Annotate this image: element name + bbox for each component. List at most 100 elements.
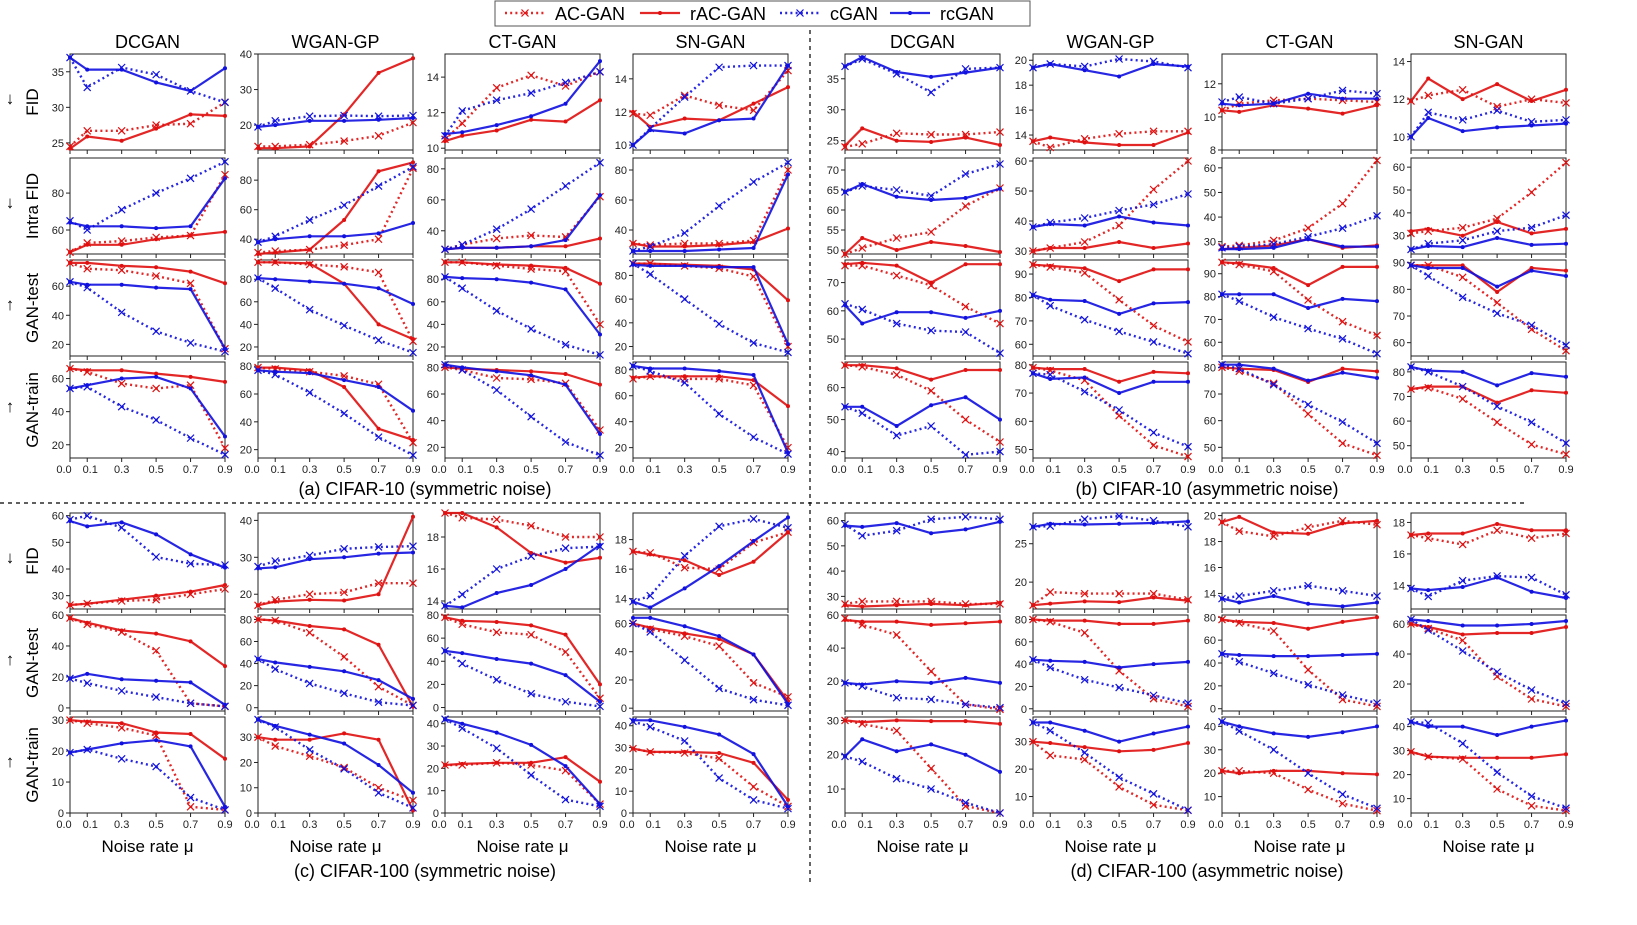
series-line-ac-gan bbox=[257, 736, 414, 802]
series-line-rac-gan bbox=[632, 747, 789, 801]
data-point-rcgan bbox=[1186, 64, 1190, 69]
data-point-rcgan bbox=[1409, 247, 1413, 252]
series-group bbox=[66, 364, 229, 459]
data-point-cgan bbox=[221, 98, 229, 107]
series-line-rac-gan bbox=[845, 364, 1000, 381]
series-line-rac-gan bbox=[844, 236, 1001, 255]
data-point-cgan bbox=[458, 106, 467, 115]
data-point-rac-gan bbox=[460, 618, 465, 623]
data-point-cgan bbox=[1269, 313, 1278, 322]
data-point-cgan bbox=[1338, 224, 1347, 233]
data-point-ac-gan bbox=[1304, 410, 1313, 418]
series-line-rcgan bbox=[444, 363, 601, 435]
data-point-rcgan bbox=[256, 276, 260, 281]
data-point-cgan bbox=[996, 160, 1004, 168]
x-tick-label: 0.7 bbox=[958, 464, 973, 476]
data-point-rcgan bbox=[188, 224, 193, 229]
series-line-rac-gan bbox=[844, 719, 1001, 725]
row-label: Intra FID bbox=[23, 173, 42, 239]
data-point-rcgan bbox=[494, 123, 499, 128]
data-point-rcgan bbox=[963, 527, 968, 532]
data-point-ac-gan bbox=[117, 723, 126, 732]
data-point-cgan bbox=[152, 416, 161, 424]
data-point-ac-gan bbox=[83, 264, 92, 273]
series-line-cgan bbox=[632, 720, 789, 810]
data-point-rac-gan bbox=[1495, 755, 1500, 760]
series-line-rcgan bbox=[632, 65, 789, 146]
y-tick-label: 60 bbox=[1015, 416, 1027, 428]
series-group bbox=[629, 361, 792, 459]
data-point-cgan bbox=[1235, 297, 1244, 306]
y-tick-label: 10 bbox=[615, 140, 627, 152]
data-point-rcgan bbox=[188, 386, 193, 391]
data-point-cgan bbox=[1080, 515, 1089, 524]
data-point-rcgan bbox=[648, 249, 653, 253]
y-tick-label: 80 bbox=[1015, 614, 1027, 626]
data-point-cgan bbox=[596, 158, 604, 167]
data-point-cgan bbox=[561, 697, 570, 706]
data-point-rcgan bbox=[443, 274, 447, 279]
data-point-ac-gan bbox=[1527, 188, 1536, 197]
data-point-rac-gan bbox=[68, 603, 72, 607]
data-point-rcgan bbox=[460, 605, 465, 610]
data-point-cgan bbox=[117, 686, 126, 695]
data-point-cgan bbox=[1235, 592, 1244, 600]
legend-sample-ac-gan bbox=[505, 9, 545, 17]
data-point-rcgan bbox=[631, 262, 635, 267]
data-point-rac-gan bbox=[963, 621, 968, 626]
data-point-rcgan bbox=[1237, 362, 1242, 367]
data-point-rcgan bbox=[843, 190, 847, 194]
data-point-rac-gan bbox=[682, 749, 687, 754]
data-point-rac-gan bbox=[929, 139, 934, 144]
data-point-cgan bbox=[492, 386, 501, 394]
data-point-rac-gan bbox=[1237, 109, 1242, 114]
data-point-ac-gan bbox=[1562, 99, 1570, 107]
y-tick-label: 40 bbox=[52, 641, 64, 653]
data-point-cgan bbox=[117, 754, 126, 763]
data-point-rcgan bbox=[223, 565, 227, 570]
plot-area bbox=[257, 512, 414, 610]
y-tick-label: 70 bbox=[1393, 311, 1405, 323]
x-tick-label: 0.3 bbox=[302, 464, 317, 476]
data-point-rcgan bbox=[1048, 521, 1053, 526]
y-tick-label: 80 bbox=[1015, 360, 1027, 372]
data-point-rac-gan bbox=[1529, 231, 1534, 236]
y-tick-label: 8 bbox=[1210, 145, 1216, 157]
data-point-cgan bbox=[561, 795, 570, 804]
data-point-rcgan bbox=[1375, 244, 1379, 249]
series-line-rcgan bbox=[1410, 618, 1567, 627]
data-point-rac-gan bbox=[342, 731, 347, 736]
x-tick-label: 0.0 bbox=[1397, 464, 1412, 476]
data-point-cgan bbox=[1493, 668, 1502, 676]
data-point-cgan bbox=[152, 189, 161, 198]
data-point-rcgan bbox=[342, 741, 347, 746]
data-point-ac-gan bbox=[1080, 268, 1089, 277]
data-point-rac-gan bbox=[1529, 755, 1534, 760]
x-tick-label: 0.7 bbox=[746, 819, 761, 831]
series-line-rcgan bbox=[69, 519, 226, 569]
data-point-rcgan bbox=[682, 724, 687, 729]
x-tick-label: 0.5 bbox=[148, 819, 163, 831]
data-point-cgan bbox=[1424, 626, 1433, 634]
series-line-cgan bbox=[444, 70, 601, 137]
data-point-rac-gan bbox=[1082, 266, 1087, 271]
data-point-ac-gan bbox=[1304, 523, 1313, 532]
data-point-rcgan bbox=[273, 123, 278, 128]
data-point-rac-gan bbox=[894, 619, 899, 624]
data-point-rac-gan bbox=[223, 664, 227, 669]
data-point-rcgan bbox=[1529, 242, 1534, 247]
data-point-cgan bbox=[221, 805, 229, 814]
data-point-rac-gan bbox=[1340, 619, 1345, 624]
data-point-cgan bbox=[961, 450, 970, 459]
data-point-cgan bbox=[1080, 214, 1089, 222]
series-line-rac-gan bbox=[1221, 104, 1378, 115]
data-point-ac-gan bbox=[1493, 785, 1502, 793]
data-point-rcgan bbox=[443, 603, 447, 608]
y-tick-label: 12 bbox=[1393, 94, 1405, 106]
x-tick-label: 0.9 bbox=[405, 464, 420, 476]
data-point-rcgan bbox=[1564, 619, 1568, 623]
data-point-rac-gan bbox=[929, 601, 934, 606]
